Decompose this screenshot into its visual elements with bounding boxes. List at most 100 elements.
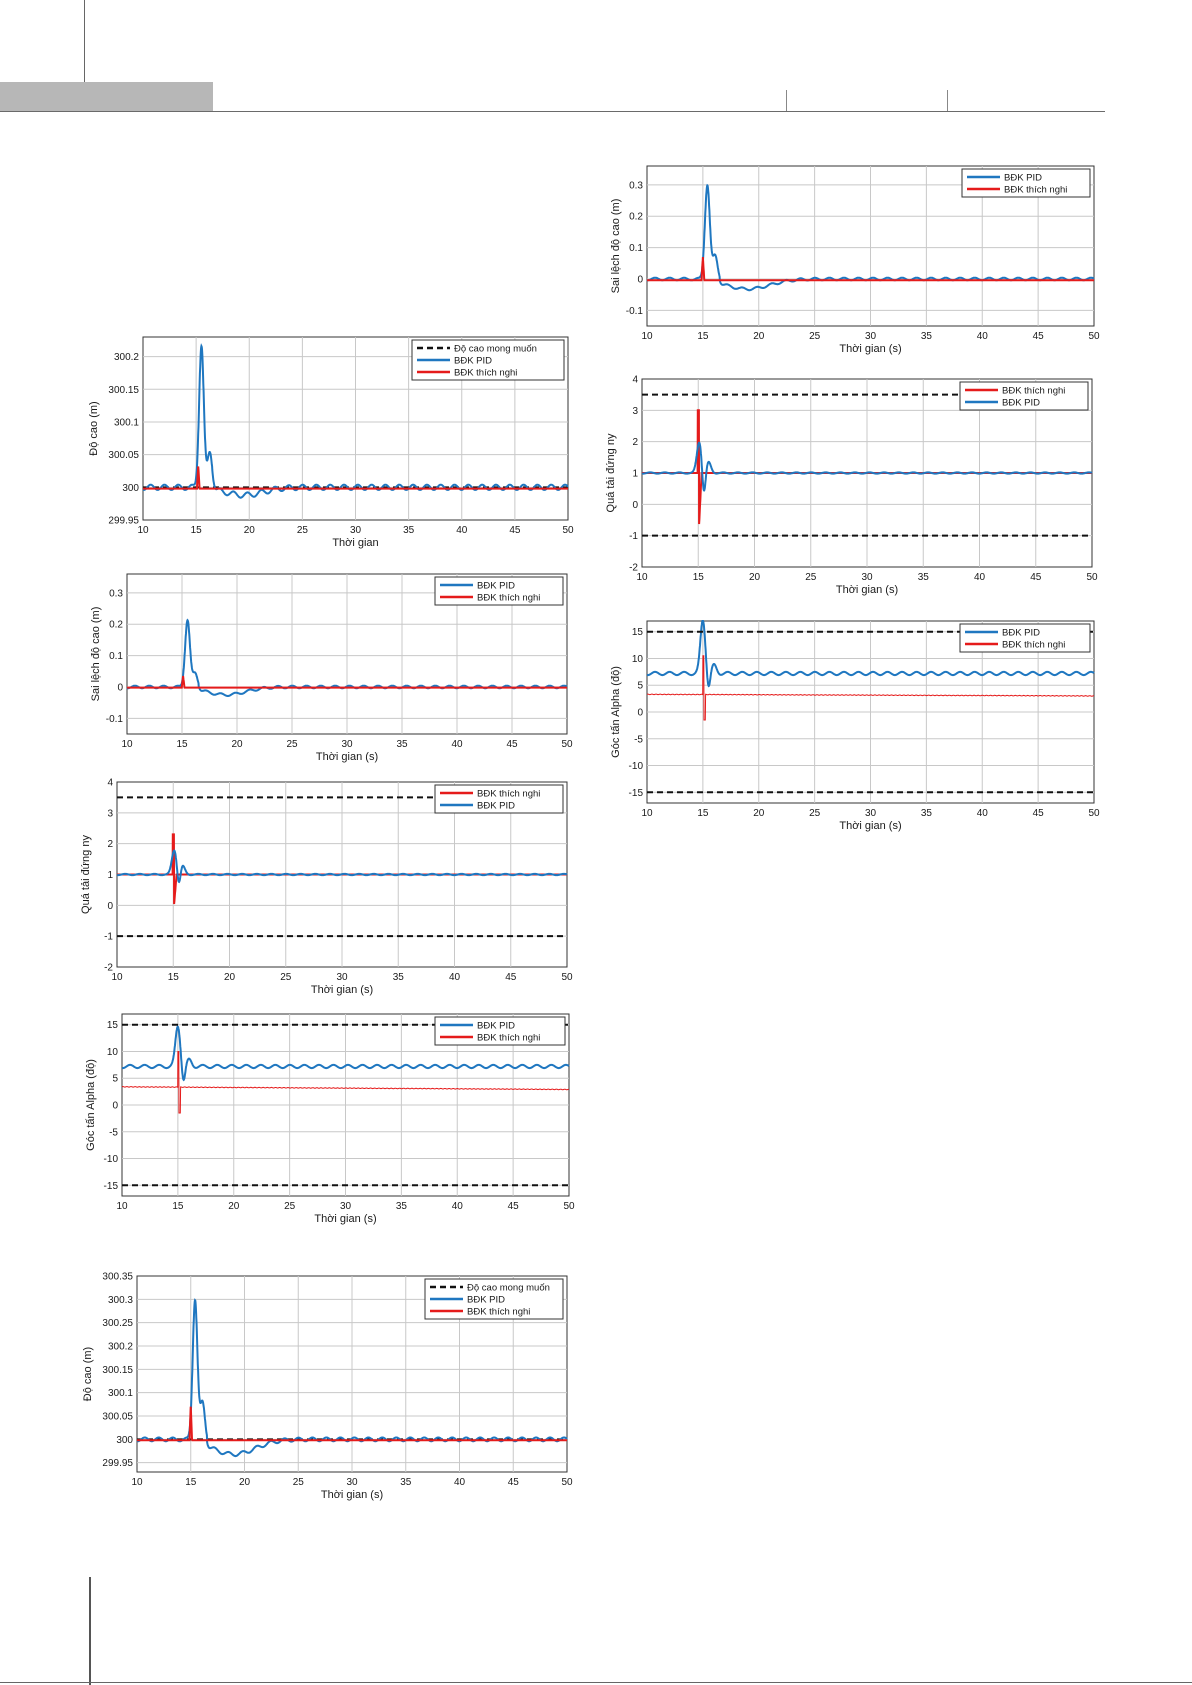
x-tick-label: 35 <box>921 808 933 819</box>
legend-label: BĐK PID <box>1002 628 1040 639</box>
x-axis-label: Thời gian (s) <box>311 984 373 996</box>
y-tick-label: -5 <box>109 1127 118 1138</box>
y-axis-label: Góc tấn Alpha (độ) <box>610 666 622 758</box>
x-tick-label: 10 <box>116 1201 128 1212</box>
series-pid-line <box>117 849 568 884</box>
x-tick-label: 45 <box>1030 572 1042 583</box>
legend-label: BĐK thích nghi <box>1002 640 1065 651</box>
x-tick-label: 45 <box>509 525 521 536</box>
x-tick-label: 50 <box>561 739 573 750</box>
series-pid-line <box>646 183 1095 292</box>
y-tick-label: 300.15 <box>108 385 139 396</box>
x-tick-label: 50 <box>563 1201 575 1212</box>
x-tick-label: 15 <box>168 972 180 983</box>
series-pid-line <box>642 441 1093 492</box>
footer-vertical-rule <box>89 1577 91 1685</box>
x-tick-label: 20 <box>228 1201 240 1212</box>
x-tick-label: 40 <box>977 808 989 819</box>
series-adaptive-line <box>647 256 1094 282</box>
y-axis-label: Quá tải đứng ny <box>80 835 92 914</box>
y-tick-label: 15 <box>107 1020 119 1031</box>
x-tick-label: 25 <box>280 972 292 983</box>
legend-box <box>961 168 1091 198</box>
y-tick-label: -10 <box>629 761 644 772</box>
y-tick-label: 300.3 <box>108 1295 133 1306</box>
y-axis-label: Sai lệch độ cao (m) <box>90 607 102 702</box>
x-tick-label: 30 <box>350 525 362 536</box>
y-tick-label: 15 <box>632 627 644 638</box>
y-tick-label: 4 <box>107 778 113 789</box>
y-tick-label: 5 <box>637 681 643 692</box>
x-axis-label: Thời gian (s) <box>314 1213 376 1225</box>
y-tick-label: 300.05 <box>108 450 139 461</box>
series-adaptive-line <box>646 655 1094 721</box>
y-tick-label: 3 <box>107 808 113 819</box>
chart-altitude-error-left: 10 15 20 25 30 35 40 45 50 -0.1 0 0.1 0.2 0.3 Thời gia… <box>90 573 573 763</box>
y-tick-label: 299.95 <box>102 1458 133 1469</box>
series-adaptive-line <box>143 466 568 490</box>
y-tick-label: 300.1 <box>108 1388 133 1399</box>
y-tick-label: 2 <box>632 437 638 448</box>
x-tick-label: 25 <box>284 1201 296 1212</box>
series-pid-line <box>122 1025 570 1082</box>
y-tick-label: 3 <box>632 406 638 417</box>
x-tick-label: 35 <box>396 1201 408 1212</box>
y-tick-label: -5 <box>634 734 643 745</box>
x-tick-label: 25 <box>297 525 309 536</box>
y-tick-label: 1 <box>107 870 113 881</box>
y-tick-label: 0.2 <box>109 620 123 631</box>
y-tick-label: 300 <box>116 1435 133 1446</box>
x-tick-label: 40 <box>977 331 989 342</box>
y-tick-label: 0.2 <box>629 212 643 223</box>
chart-alpha-left: 10 15 20 25 30 35 40 45 50 -15 -10 -5 0 5 10 15 Thời gia… <box>85 1013 575 1225</box>
x-tick-label: 20 <box>224 972 236 983</box>
legend-box <box>434 784 564 814</box>
x-tick-label: 35 <box>403 525 415 536</box>
y-tick-label: -2 <box>104 963 113 974</box>
y-axis-label: Góc tấn Alpha (độ) <box>85 1059 97 1151</box>
y-tick-label: 299.95 <box>108 516 139 527</box>
header-rule <box>0 111 1105 112</box>
x-axis-label: Thời gian (s) <box>839 343 901 355</box>
y-tick-label: 2 <box>107 839 113 850</box>
x-tick-label: 35 <box>400 1477 412 1488</box>
y-axis-label: Quá tải đứng ny <box>605 433 617 512</box>
x-tick-label: 10 <box>121 739 133 750</box>
x-tick-label: 45 <box>508 1201 520 1212</box>
y-tick-label: 0 <box>637 274 643 285</box>
legend-label: BĐK thích nghi <box>477 789 540 800</box>
y-tick-label: -10 <box>104 1154 119 1165</box>
y-tick-label: 300.1 <box>114 417 139 428</box>
legend-label: Độ cao mong muốn <box>467 1283 550 1294</box>
x-tick-label: 40 <box>454 1477 466 1488</box>
header-gray-bar <box>0 82 213 112</box>
x-tick-label: 15 <box>697 808 709 819</box>
x-tick-label: 45 <box>505 972 517 983</box>
legend-label: BĐK PID <box>477 801 515 812</box>
footer-rule <box>0 1682 1192 1683</box>
y-tick-label: 300.05 <box>102 1412 133 1423</box>
legend-label: BĐK PID <box>467 1295 505 1306</box>
y-tick-label: 0 <box>117 682 123 693</box>
y-axis-label: Độ cao (m) <box>82 1347 94 1401</box>
x-tick-label: 25 <box>293 1477 305 1488</box>
series-adaptive-line <box>127 675 567 689</box>
header-tick <box>786 90 787 111</box>
x-tick-label: 50 <box>1088 808 1100 819</box>
y-tick-label: 300 <box>122 483 139 494</box>
x-axis-label: Thời gian (s) <box>836 584 898 596</box>
y-tick-label: -2 <box>629 563 638 574</box>
y-tick-label: 0.3 <box>109 588 123 599</box>
x-tick-label: 10 <box>641 331 653 342</box>
x-tick-label: 30 <box>865 331 877 342</box>
y-tick-label: 10 <box>632 654 644 665</box>
legend-label: BĐK PID <box>477 1021 515 1032</box>
y-tick-label: 1 <box>632 469 638 480</box>
x-tick-label: 10 <box>137 525 149 536</box>
chart-altitude-left: 10 15 20 25 30 35 40 45 50 299.95 300 300.05 300.1 30… <box>88 336 574 549</box>
x-tick-label: 40 <box>451 739 463 750</box>
legend-label: BĐK thích nghi <box>454 368 517 379</box>
series-pid-line <box>647 620 1095 688</box>
y-tick-label: 0 <box>112 1101 118 1112</box>
legend-label: BĐK PID <box>477 581 515 592</box>
